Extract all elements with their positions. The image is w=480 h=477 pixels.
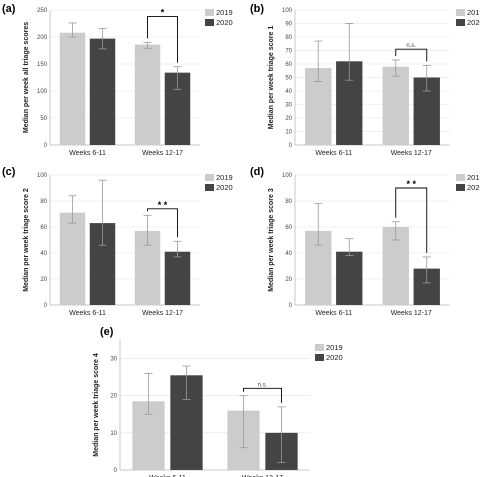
legend-label-2019: 2019 — [326, 343, 343, 352]
bar-2020-1 — [164, 251, 191, 305]
y-tick-label: 70 — [285, 49, 292, 55]
chart-panel-d: (d) 0 20 40 60 80 100 Median per week triage sc… — [250, 166, 480, 317]
significance-label: * — [161, 7, 165, 17]
legend-label-2020: 2020 — [326, 353, 343, 362]
legend-swatch-2019 — [315, 344, 324, 351]
y-tick-label: 100 — [282, 8, 293, 14]
chart-panel-c: (c) 0 20 40 60 80 100 Median per week triage sc… — [2, 166, 233, 317]
x-category-label: Weeks 12-17 — [142, 150, 183, 157]
y-tick-label: 50 — [40, 116, 47, 122]
panel-label: (a) — [2, 3, 16, 15]
y-tick-label: 200 — [37, 35, 48, 41]
y-axis-label: Median per week triage score 4 — [93, 353, 100, 457]
bar-2019-1 — [382, 66, 409, 145]
bar-2020-0 — [89, 38, 116, 146]
significance-label: n.s. — [406, 43, 416, 49]
y-tick-label: 100 — [37, 173, 48, 179]
panel-label: (e) — [100, 326, 114, 338]
legend-swatch-2020 — [456, 19, 465, 26]
y-tick-label: 0 — [114, 468, 118, 474]
significance-bracket — [395, 48, 428, 62]
y-axis-label: Median per week triage score 3 — [268, 188, 275, 292]
x-category-label: Weeks 12-17 — [142, 310, 183, 317]
bar-2019-0 — [59, 212, 86, 305]
legend-swatch-2019 — [456, 174, 465, 181]
x-category-label: Weeks 6-11 — [69, 150, 106, 157]
legend-label-2019: 2019 — [467, 8, 480, 17]
x-category-label: Weeks 6-11 — [69, 310, 106, 317]
bar-2019-0 — [59, 32, 86, 145]
legend-swatch-2020 — [456, 184, 465, 191]
significance-bracket — [147, 208, 178, 238]
y-tick-label: 100 — [37, 89, 48, 95]
legend-label-2020: 2020 — [467, 183, 480, 192]
legend-swatch-2019 — [456, 9, 465, 16]
significance-bracket — [243, 387, 282, 403]
y-tick-label: 60 — [40, 225, 47, 231]
panel-label: (d) — [250, 166, 264, 178]
y-tick-label: 20 — [285, 277, 292, 283]
chart-panel-b: (b) 0 10 20 30 40 50 60 70 80 90 100 Median per week… — [250, 3, 480, 157]
y-tick-label: 0 — [289, 143, 293, 149]
x-category-label: Weeks 12-17 — [242, 475, 283, 477]
bar-2019-1 — [134, 44, 161, 146]
y-tick-label: 30 — [285, 103, 292, 109]
panel-label: (b) — [250, 3, 264, 15]
y-tick-label: 40 — [285, 89, 292, 95]
legend-swatch-2019 — [205, 9, 214, 16]
y-tick-label: 40 — [40, 251, 47, 257]
legend-label-2019: 2019 — [216, 8, 233, 17]
y-axis-label: Median per week all triage scores — [23, 22, 30, 133]
y-tick-label: 90 — [285, 22, 292, 28]
y-axis-label: Median per week triage score 2 — [23, 188, 30, 292]
legend-label-2019: 2019 — [467, 173, 480, 182]
y-tick-label: 150 — [37, 62, 48, 68]
y-tick-label: 10 — [110, 431, 117, 437]
y-tick-label: 80 — [285, 35, 292, 41]
legend-swatch-2020 — [315, 354, 324, 361]
y-tick-label: 60 — [285, 225, 292, 231]
y-tick-label: 100 — [282, 173, 293, 179]
legend-label-2020: 2020 — [216, 183, 233, 192]
y-tick-label: 0 — [44, 143, 48, 149]
bar-2020-0 — [336, 251, 363, 305]
y-tick-label: 250 — [37, 8, 48, 14]
panel-label: (c) — [2, 166, 16, 178]
significance-bracket — [147, 16, 178, 63]
chart-panel-a: (a) 0 50 100 150 200 250 Median per week all tr… — [2, 3, 233, 157]
x-category-label: Weeks 12-17 — [391, 310, 432, 317]
chart-panel-e: (e) 0 10 20 30 Median per week triage score 4… — [93, 326, 343, 477]
x-category-label: Weeks 6-11 — [315, 150, 352, 157]
y-tick-label: 20 — [110, 394, 117, 400]
y-axis-label: Median per week triage score 1 — [268, 26, 275, 130]
y-tick-label: 0 — [289, 303, 293, 309]
x-category-label: Weeks 6-11 — [149, 475, 186, 477]
y-tick-label: 30 — [110, 357, 117, 363]
y-tick-label: 20 — [40, 277, 47, 283]
legend-label-2019: 2019 — [216, 173, 233, 182]
y-tick-label: 40 — [285, 251, 292, 257]
legend-swatch-2020 — [205, 184, 214, 191]
y-tick-label: 80 — [40, 199, 47, 205]
significance-label: * * — [406, 179, 416, 189]
legend-label-2020: 2020 — [467, 18, 480, 27]
y-tick-label: 50 — [285, 76, 292, 82]
y-tick-label: 10 — [285, 130, 292, 136]
x-category-label: Weeks 6-11 — [315, 310, 352, 317]
significance-bracket — [395, 187, 428, 253]
significance-label: * * — [158, 200, 168, 210]
legend-swatch-2020 — [205, 19, 214, 26]
y-tick-label: 0 — [44, 303, 48, 309]
x-category-label: Weeks 12-17 — [391, 150, 432, 157]
significance-label: n.s. — [258, 382, 268, 388]
legend-label-2020: 2020 — [216, 18, 233, 27]
y-tick-label: 20 — [285, 116, 292, 122]
y-tick-label: 60 — [285, 62, 292, 68]
legend-swatch-2019 — [205, 174, 214, 181]
y-tick-label: 80 — [285, 199, 292, 205]
